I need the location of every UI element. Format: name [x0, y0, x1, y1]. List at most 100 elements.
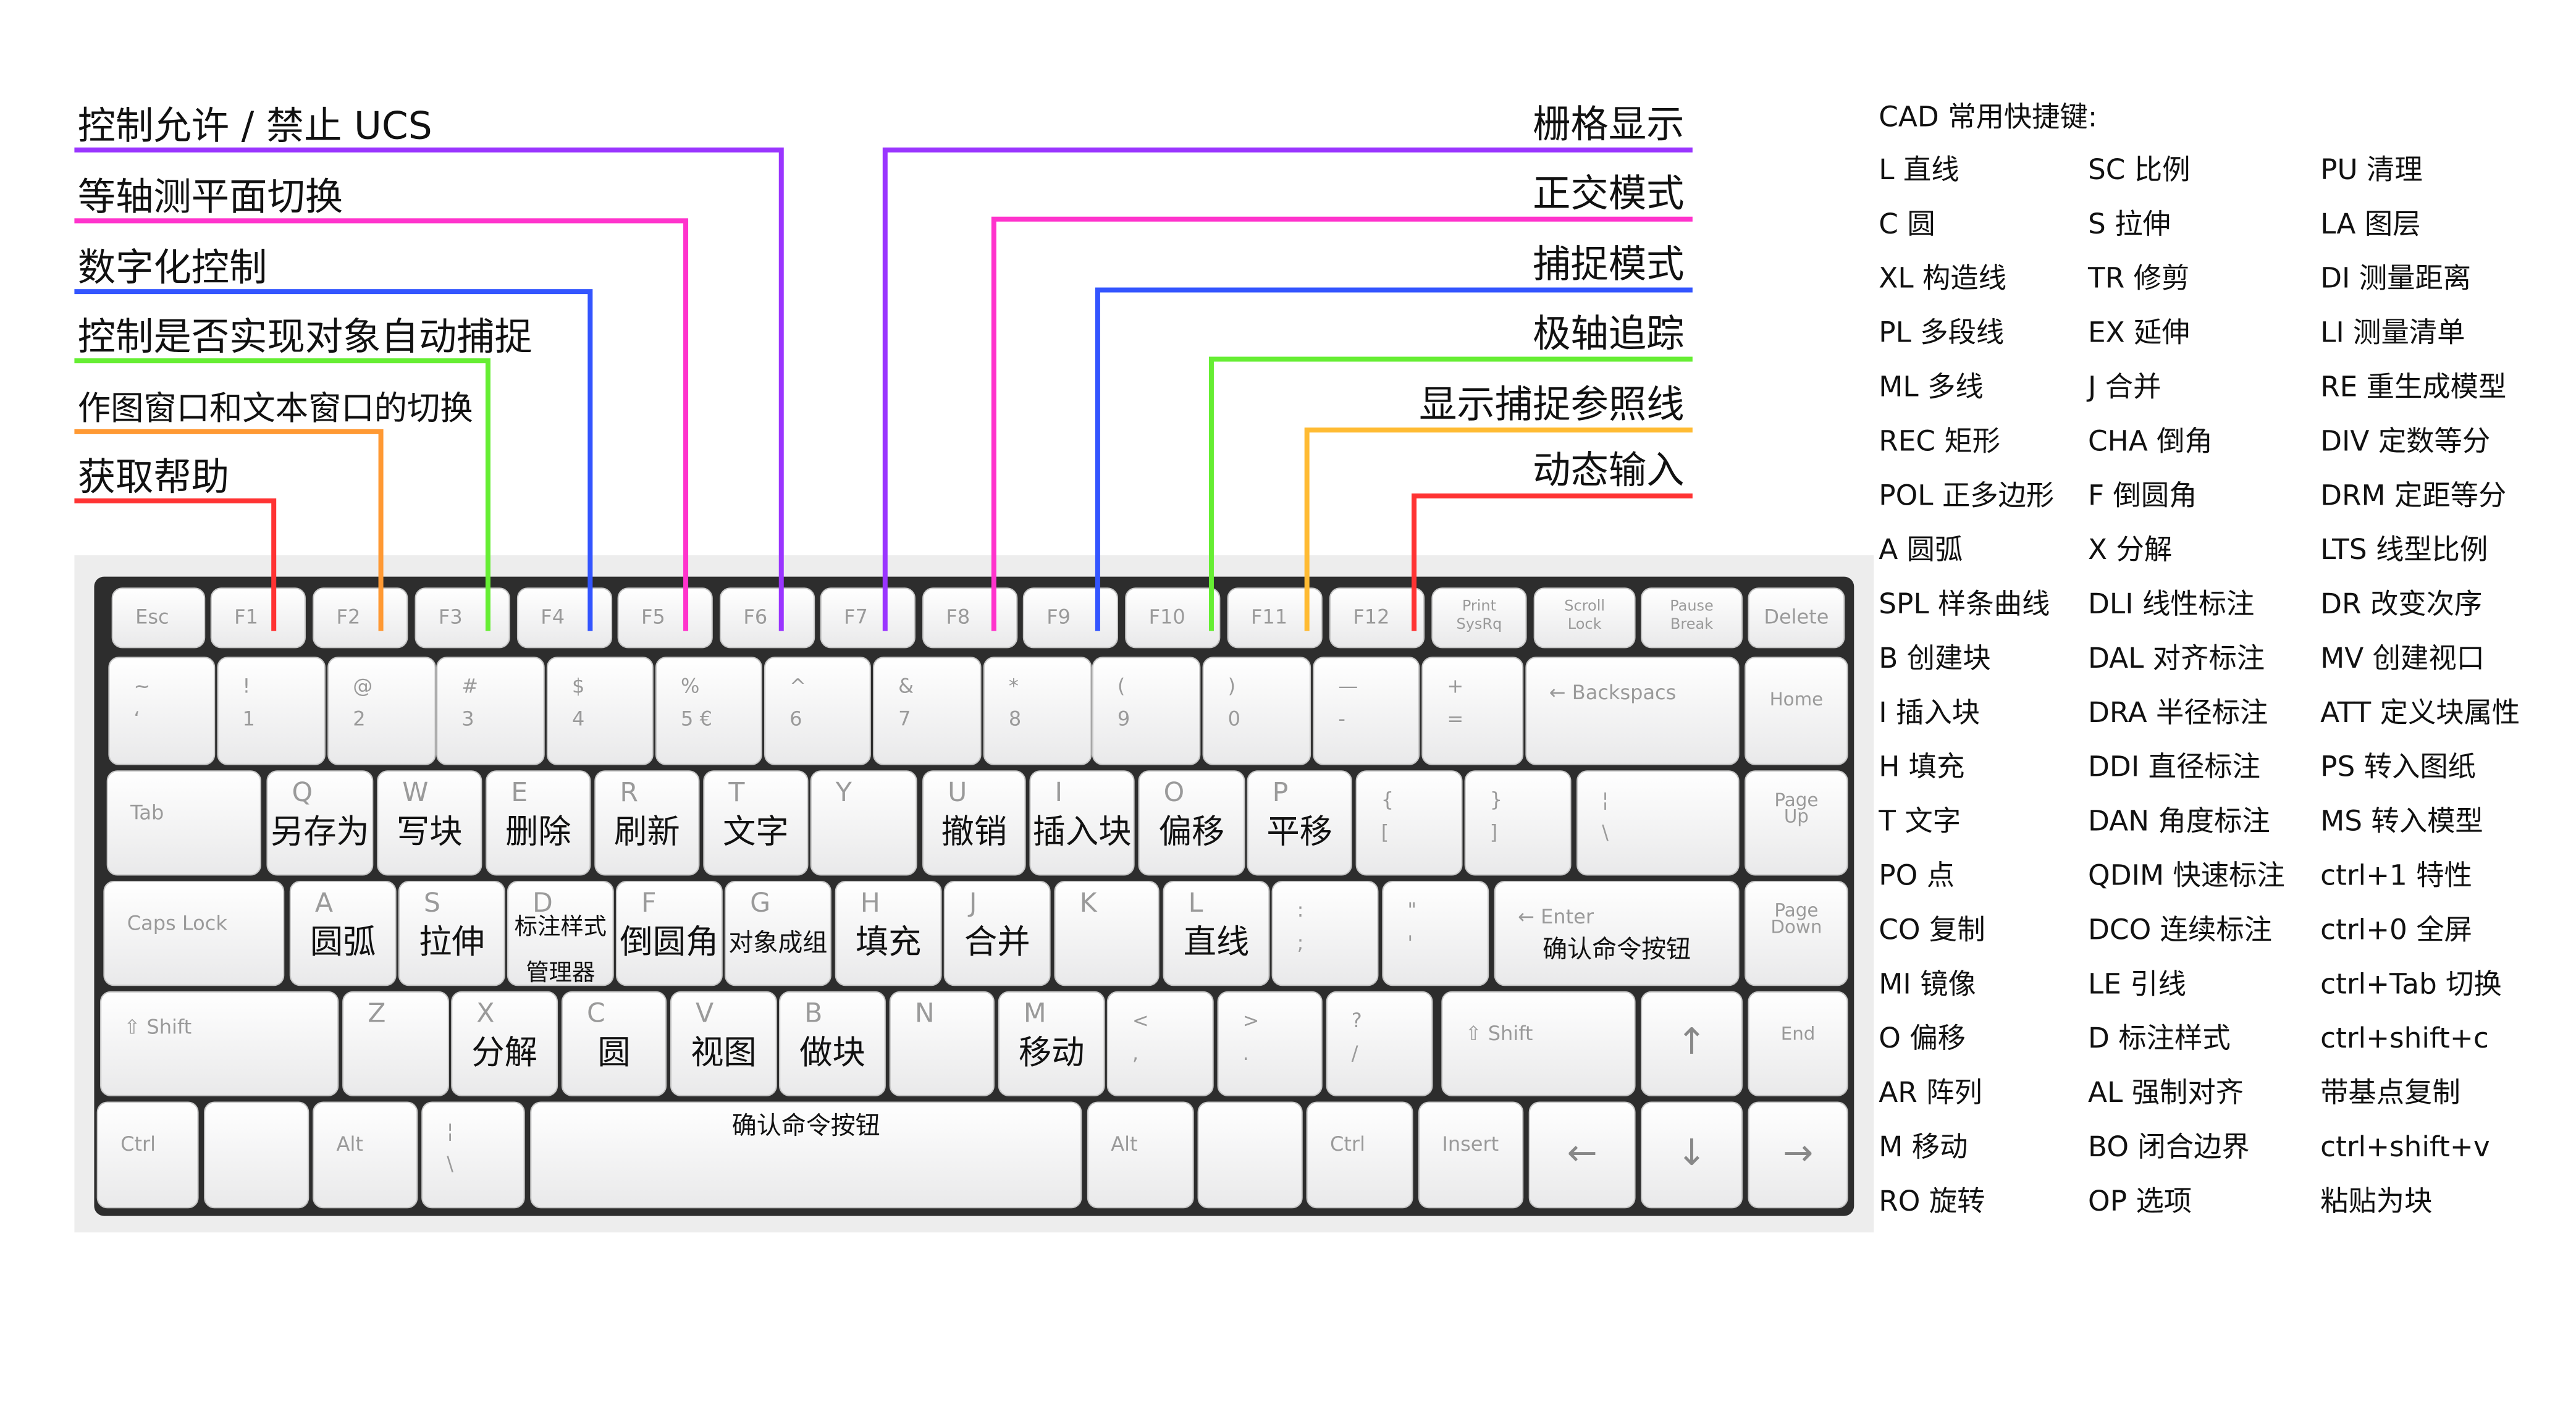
key — [779, 991, 886, 1096]
key-legend: 1 — [243, 707, 255, 731]
key-legend: # — [461, 674, 478, 697]
key — [1533, 587, 1636, 649]
shortcut-item: DDI 直径标注 — [2088, 750, 2260, 783]
key-legend: F9 — [1046, 605, 1071, 628]
key-legend: F11 — [1251, 605, 1287, 628]
key — [1306, 1101, 1413, 1209]
key-legend: - — [1338, 707, 1345, 731]
cad-command: 管理器 — [526, 959, 595, 986]
shortcut-item: QDIM 快速标注 — [2088, 859, 2285, 892]
shortcut-item: REC 矩形 — [1879, 424, 2000, 457]
key — [889, 991, 995, 1096]
callout-line — [74, 498, 277, 631]
key-legend: Up — [1784, 806, 1809, 827]
callout-label: 显示捕捉参照线 — [1419, 382, 1684, 426]
cad-command: 确认命令按钮 — [732, 1112, 880, 1140]
key-legend: + — [1447, 674, 1463, 697]
key — [1163, 881, 1270, 986]
key-legend: < — [1132, 1009, 1149, 1032]
key — [655, 657, 762, 765]
key — [1125, 587, 1221, 649]
key — [398, 881, 505, 986]
callout-label: 等轴测平面切换 — [78, 175, 343, 219]
key-legend: ¦ — [447, 1119, 453, 1143]
key-legend: 2 — [353, 707, 365, 731]
cad-command: 插入块 — [1033, 812, 1132, 851]
key — [1641, 587, 1743, 649]
key — [1355, 770, 1463, 876]
cad-command: 对象成组 — [728, 928, 827, 957]
key-legend: End — [1781, 1023, 1816, 1044]
key — [1022, 587, 1118, 649]
cad-command: 文字 — [723, 812, 789, 851]
key — [530, 1101, 1082, 1209]
cad-command: 平移 — [1266, 812, 1332, 851]
shortcut-item: PL 多段线 — [1879, 316, 2004, 349]
key — [1202, 657, 1311, 765]
key-legend: % — [681, 674, 699, 697]
key-legend: F12 — [1353, 605, 1389, 628]
key — [1745, 770, 1848, 876]
key-legend: ↓ — [1677, 1132, 1707, 1174]
key — [1329, 587, 1425, 649]
shortcut-item: AR 阵列 — [1879, 1076, 1982, 1109]
key — [1528, 1101, 1636, 1209]
key — [820, 587, 915, 649]
key-legend: ; — [1297, 931, 1304, 954]
key — [1326, 991, 1433, 1096]
key-legend: A — [315, 888, 333, 918]
callout-line — [74, 429, 384, 631]
key-legend: Insert — [1442, 1132, 1499, 1156]
shortcut-item: DIV 定数等分 — [2320, 424, 2490, 457]
key — [1217, 991, 1323, 1096]
key — [1054, 881, 1160, 986]
key-legend: Home — [1770, 689, 1824, 710]
key — [377, 770, 482, 876]
shortcut-item: ctrl+shift+c — [2320, 1022, 2489, 1054]
shortcut-item: MS 转入模型 — [2320, 805, 2483, 838]
key-legend: ← Enter — [1518, 905, 1594, 928]
key-legend: E — [511, 777, 528, 808]
key — [1382, 881, 1489, 986]
shortcut-item: RO 旋转 — [1879, 1185, 1985, 1217]
key-legend: Lock — [1568, 615, 1602, 632]
callout-label: 正交模式 — [1533, 172, 1684, 216]
key — [1464, 770, 1572, 876]
callout-line — [1412, 493, 1693, 631]
shortcut-item: SPL 样条曲线 — [1879, 587, 2050, 620]
shortcut-item: ctrl+1 特性 — [2320, 859, 2472, 892]
key-legend: F — [641, 888, 657, 918]
key — [1271, 881, 1379, 986]
key-legend: * — [1009, 674, 1019, 697]
shortcut-item: PS 转入图纸 — [2320, 750, 2476, 783]
shortcut-item: BO 闭合边界 — [2088, 1130, 2250, 1163]
key-legend: ⇧ Shift — [124, 1015, 192, 1038]
shortcut-item: POL 正多边形 — [1879, 479, 2054, 511]
key-legend: S — [424, 888, 440, 918]
key-legend: Ctrl — [120, 1132, 156, 1156]
key — [835, 881, 942, 986]
shortcut-item: ML 多线 — [1879, 370, 1983, 403]
key-legend: M — [1024, 998, 1046, 1029]
shortcut-item: DRM 定距等分 — [2320, 479, 2506, 511]
shortcut-item: C 圆 — [1879, 208, 1935, 240]
key-legend: Esc — [135, 605, 169, 628]
shortcut-item: CO 复制 — [1879, 913, 1985, 946]
cad-command: 偏移 — [1159, 812, 1225, 851]
key-legend: Alt — [337, 1132, 363, 1156]
key — [1418, 1101, 1524, 1209]
cad-command: 倒圆角 — [620, 922, 718, 961]
cad-command: 确认命令按钮 — [1543, 935, 1691, 964]
key-legend: ^ — [789, 674, 806, 697]
key — [507, 881, 614, 986]
key — [486, 770, 591, 876]
shortcut-item: J 合并 — [2086, 370, 2161, 403]
shortcut-item: LTS 线型比例 — [2320, 533, 2488, 566]
key-legend: ( — [1118, 674, 1125, 697]
key — [1745, 657, 1848, 765]
key — [998, 991, 1105, 1096]
key-legend: ! — [243, 674, 251, 697]
key-legend: C — [587, 998, 605, 1029]
callout-label: 极轴追踪 — [1533, 312, 1684, 356]
